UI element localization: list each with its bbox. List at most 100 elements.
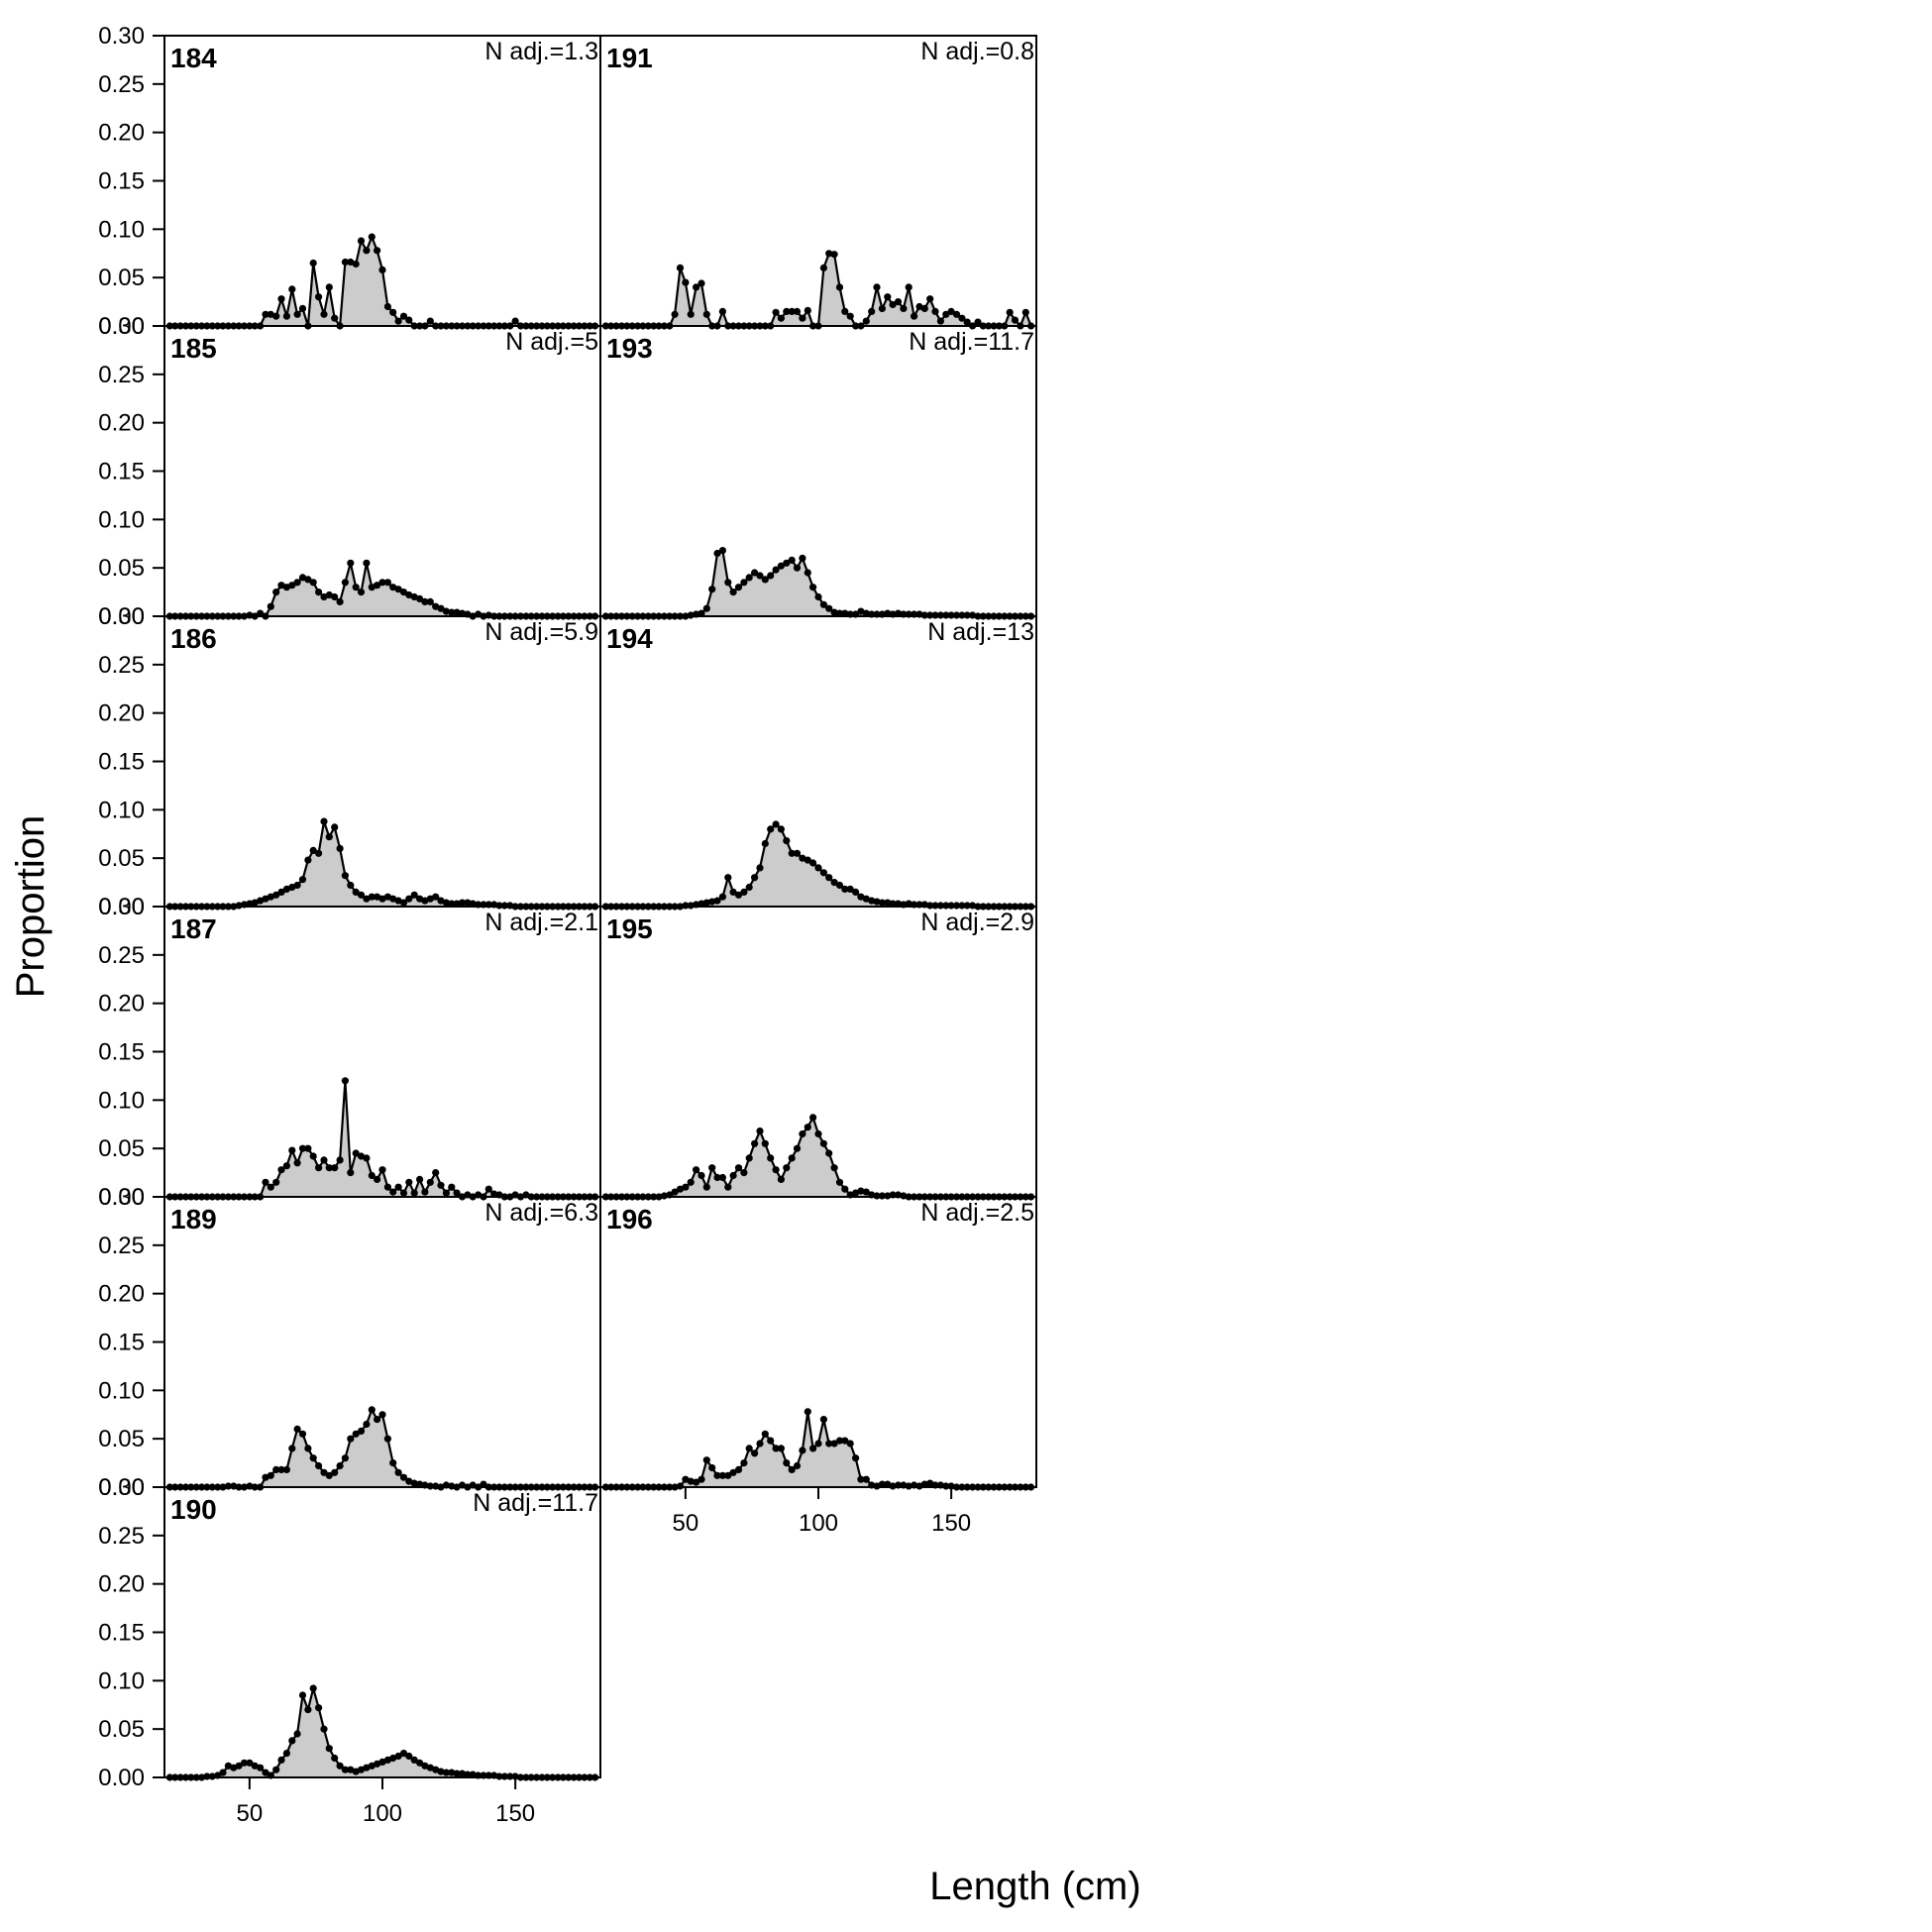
y-tick-label: 0.10	[98, 797, 145, 823]
panel-frame	[599, 35, 1037, 327]
data-point	[708, 586, 716, 593]
data-point	[432, 893, 440, 901]
data-point	[378, 579, 386, 587]
data-point	[698, 1171, 705, 1180]
data-point	[389, 584, 397, 591]
data-point	[702, 899, 710, 907]
data-point	[410, 1189, 418, 1197]
data-point	[309, 259, 317, 268]
data-point	[394, 1183, 402, 1191]
data-point	[309, 1152, 317, 1160]
y-tick-label: 0.10	[98, 1377, 145, 1404]
data-point	[325, 283, 333, 291]
data-point	[405, 590, 413, 599]
data-point	[320, 1156, 328, 1164]
data-point	[819, 600, 828, 608]
data-point	[257, 1764, 265, 1771]
data-point	[357, 589, 366, 596]
data-point	[761, 1139, 769, 1147]
data-point	[814, 1129, 822, 1138]
data-point	[325, 1164, 333, 1172]
data-point	[416, 1480, 424, 1488]
data-point	[814, 1440, 822, 1448]
data-point	[729, 888, 737, 897]
data-point	[698, 279, 705, 287]
data-point	[352, 888, 360, 897]
y-tick-label: 0.15	[98, 459, 145, 485]
data-point	[368, 893, 376, 901]
data-point	[363, 895, 371, 903]
data-point	[453, 608, 461, 616]
y-tick-label: 0.00	[98, 1474, 145, 1501]
data-point	[469, 1771, 477, 1778]
data-point	[363, 1764, 371, 1771]
data-point	[331, 314, 339, 322]
panel-label: 196	[606, 1204, 653, 1234]
data-point	[448, 1183, 456, 1191]
data-point	[458, 899, 467, 907]
data-point	[282, 584, 290, 591]
data-point	[718, 307, 727, 315]
data-point	[718, 893, 727, 901]
panel-191: 191 N adj.=0.8	[599, 35, 1037, 330]
data-point	[426, 1178, 434, 1186]
data-point	[389, 895, 397, 903]
data-point	[315, 1461, 323, 1470]
data-point	[272, 891, 280, 899]
area-fill	[169, 1080, 595, 1197]
data-point	[799, 1447, 806, 1454]
data-point	[426, 597, 434, 606]
data-point	[905, 900, 912, 908]
data-point	[357, 1766, 366, 1773]
area-fill	[169, 1409, 595, 1487]
x-tick-label: 150	[495, 1800, 535, 1827]
data-point	[783, 1459, 791, 1467]
data-point	[862, 317, 870, 325]
data-point	[416, 1759, 424, 1767]
data-point	[756, 864, 764, 872]
y-tick-label: 0.30	[98, 23, 145, 50]
data-point	[687, 1477, 695, 1485]
data-point	[257, 609, 265, 617]
data-point	[309, 846, 317, 855]
sample-size-label: N adj.=6.3	[484, 1199, 598, 1227]
data-point	[889, 300, 897, 309]
data-point	[341, 258, 349, 267]
data-point	[698, 1475, 705, 1483]
y-tick-label: 0.00	[98, 313, 145, 340]
data-point	[442, 607, 450, 615]
data-point	[315, 1164, 323, 1172]
data-point	[399, 312, 408, 320]
y-tick-label: 0.25	[98, 652, 145, 679]
data-point	[320, 310, 328, 318]
sample-size-label: N adj.=2.5	[920, 1199, 1034, 1227]
data-point	[724, 1471, 732, 1479]
data-point	[320, 1725, 328, 1733]
data-point	[347, 559, 355, 567]
data-point	[830, 1164, 838, 1172]
data-point	[416, 1175, 424, 1183]
data-point	[341, 1454, 349, 1462]
area-fill	[169, 237, 595, 326]
data-point	[809, 859, 817, 867]
data-point	[416, 594, 424, 603]
data-point	[325, 833, 333, 841]
data-point	[894, 609, 903, 617]
data-point	[830, 608, 838, 616]
data-point	[862, 1188, 870, 1196]
data-point	[267, 310, 274, 318]
panel-label: 186	[170, 623, 217, 654]
x-axis-title: Length (cm)	[929, 1865, 1140, 1908]
data-point	[761, 1430, 769, 1438]
data-point	[272, 1178, 280, 1186]
data-point	[448, 608, 456, 616]
data-point	[484, 1185, 492, 1193]
data-point	[920, 304, 928, 312]
data-point	[331, 1754, 339, 1763]
data-point	[751, 874, 759, 882]
panel-190: 190 N adj.=11.7 0.00 0.05 0.10 0.15 0.20 0.25 0.…	[98, 1474, 601, 1827]
data-point	[378, 1411, 386, 1419]
data-point	[682, 278, 690, 286]
data-point	[421, 597, 429, 606]
